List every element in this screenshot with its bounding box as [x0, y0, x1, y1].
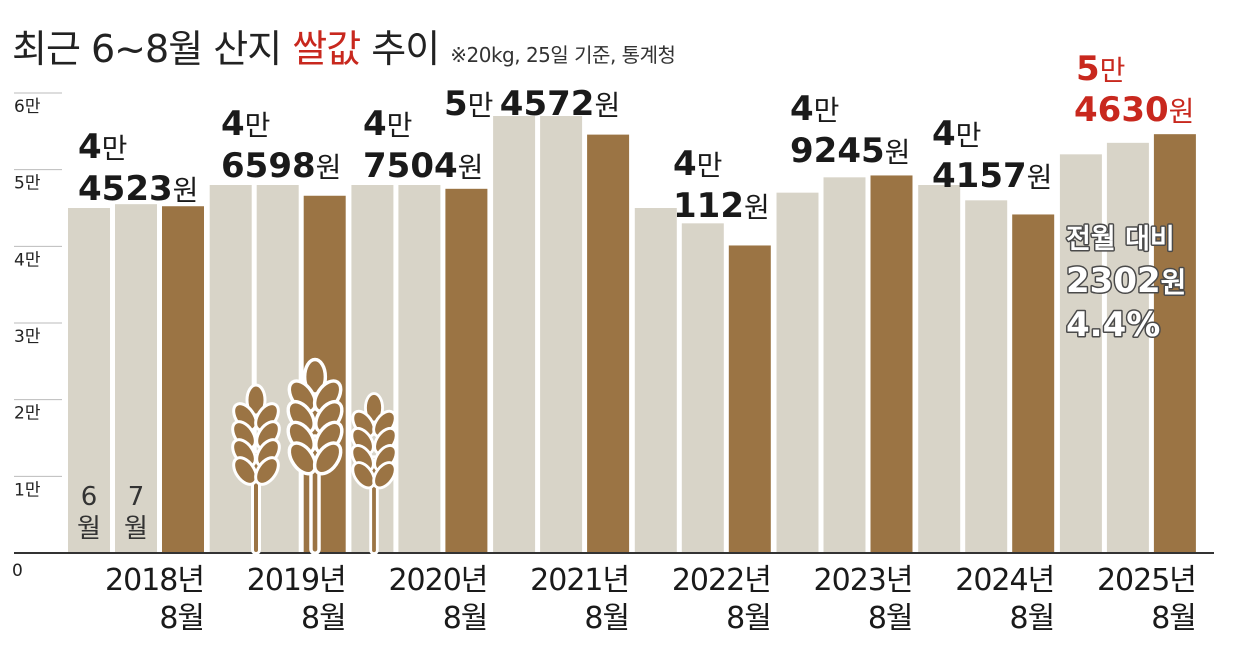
data-label-won: 6598원: [221, 146, 341, 186]
x-tick-label-month: 8월: [726, 601, 771, 636]
chart-title: 최근 6~8월 산지 쌀값 추이 ※20kg, 25일 기준, 통계청: [12, 18, 676, 73]
data-label-man: 4만: [363, 104, 412, 144]
data-label-man: 4만: [78, 127, 127, 167]
data-label-won: 7504원: [363, 146, 483, 186]
x-tick-label-month: 8월: [584, 601, 629, 636]
x-tick-label-year: 2024년: [955, 563, 1054, 598]
bar: [398, 185, 441, 553]
data-label-won: 112원: [673, 186, 770, 226]
data-label: 5만 4572원: [444, 84, 620, 124]
bar: [1153, 134, 1196, 554]
x-tick-label-year: 2025년: [1097, 563, 1196, 598]
data-label-won: 4157원: [932, 156, 1052, 196]
bar: [965, 200, 1008, 554]
bar: [587, 134, 630, 553]
y-tick-label: 5만: [14, 174, 41, 194]
x-tick-label-year: 2018년: [105, 563, 204, 598]
annotation-line3: 4.4%: [1066, 305, 1160, 345]
data-label-man: 4만: [790, 89, 839, 129]
y-tick-label: 1만: [14, 480, 41, 500]
bar: [115, 204, 157, 553]
wheat-icon: [231, 383, 281, 555]
x-tick-label-year: 2019년: [247, 563, 346, 598]
bar: [776, 192, 819, 553]
bar: [634, 208, 677, 553]
x-tick-label-month: 8월: [301, 601, 346, 636]
y-tick-label: 4만: [14, 250, 41, 270]
annotation-line2: 2302원: [1066, 261, 1186, 301]
chart-title-note: ※20kg, 25일 기준, 통계청: [450, 43, 676, 67]
bar: [918, 185, 961, 553]
y-tick-label: 6만: [14, 97, 41, 117]
bar: [162, 206, 204, 553]
x-tick-label-year: 2023년: [814, 563, 913, 598]
data-label-won: 9245원: [790, 131, 910, 171]
bar: [256, 185, 299, 553]
x-tick-label-year: 2021년: [530, 563, 629, 598]
data-label-won-highlight: 4630원: [1074, 90, 1194, 130]
x-tick-label-month: 8월: [1151, 601, 1196, 636]
month-marker-unit: 월: [124, 514, 148, 544]
data-label-man: 4만: [932, 114, 981, 154]
month-marker-unit: 월: [77, 514, 101, 544]
data-label-man-highlight: 5만: [1076, 49, 1125, 89]
bar: [728, 245, 771, 553]
bar: [1012, 214, 1055, 553]
chart-title-suffix: 추이: [360, 27, 440, 71]
wheat-icon: [350, 392, 398, 556]
month-marker-number: 6: [81, 482, 98, 512]
data-label-man: 4만: [221, 104, 270, 144]
bar: [1059, 154, 1102, 554]
x-tick-label-year: 2020년: [388, 563, 487, 598]
x-tick-label-month: 8월: [868, 601, 913, 636]
data-label-man: 4만: [673, 144, 722, 184]
chart-title-prefix: 최근 6~8월 산지: [12, 27, 293, 71]
y-tick-label: 0: [12, 561, 23, 581]
bar: [540, 116, 583, 553]
y-tick-label: 3만: [14, 327, 41, 347]
x-tick-label-month: 8월: [1010, 601, 1055, 636]
y-tick-label: 2만: [14, 404, 41, 424]
chart-title-highlight: 쌀값: [292, 27, 361, 71]
data-label-won: 4523원: [78, 169, 198, 209]
bar: [681, 223, 724, 554]
wheat-icon: [286, 357, 344, 555]
bar: [493, 116, 536, 553]
x-tick-label-year: 2022년: [672, 563, 771, 598]
annotation-line1: 전월 대비: [1066, 224, 1175, 255]
x-tick-label-month: 8월: [443, 601, 488, 636]
x-tick-label-month: 8월: [159, 601, 204, 636]
bar: [870, 175, 913, 553]
bar: [209, 185, 252, 553]
month-marker-number: 7: [128, 482, 145, 512]
bar: [445, 188, 488, 553]
bar: [1106, 142, 1149, 554]
bar: [823, 177, 866, 554]
bar: [68, 208, 110, 553]
